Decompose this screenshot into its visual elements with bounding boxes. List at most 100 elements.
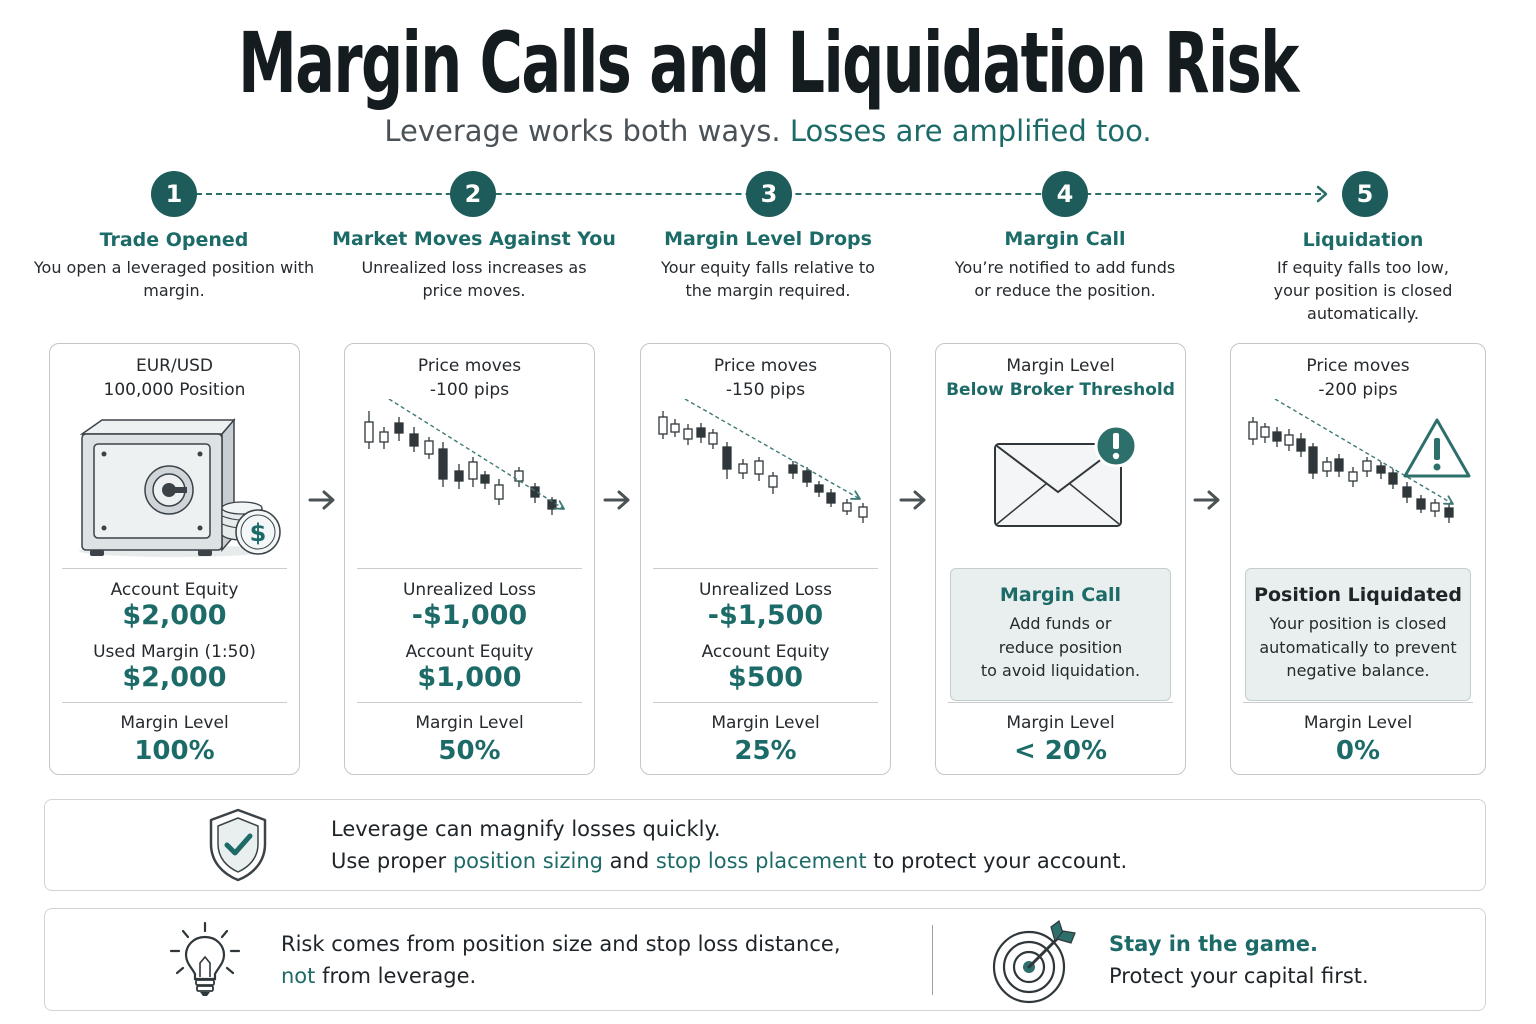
candle xyxy=(409,427,419,452)
shield-check-icon xyxy=(209,808,267,882)
vertical-divider xyxy=(932,925,933,995)
candle xyxy=(1444,504,1454,523)
step-title-5: Liquidation xyxy=(1302,229,1424,251)
candlestick-chart-icon xyxy=(658,399,868,523)
page-subtitle: Leverage works both ways. Losses are amp… xyxy=(0,114,1536,148)
card-value-margin-level: 25% xyxy=(734,736,797,766)
highlight-position-sizing: position sizing xyxy=(452,849,603,873)
candle xyxy=(1308,443,1318,479)
subtitle-part2: Losses are amplified too. xyxy=(789,114,1152,148)
candle xyxy=(754,457,764,481)
card-header-line2: Below Broker Threshold xyxy=(946,380,1175,400)
step-desc-4: You’re notified to add funds or reduce t… xyxy=(954,258,1176,300)
card-value-margin-level: 100% xyxy=(134,736,215,766)
protect-capital-text: Protect your capital first. xyxy=(1109,964,1369,988)
right-arrow-icon xyxy=(1193,490,1220,510)
card-header-line1: Margin Level xyxy=(1006,356,1115,376)
trend-line xyxy=(684,399,861,500)
notice-title: Margin Call xyxy=(999,584,1122,606)
right-arrow-icon xyxy=(308,490,335,510)
right-arrow-icon xyxy=(603,490,630,510)
candle xyxy=(1322,457,1332,477)
candle xyxy=(1430,499,1440,517)
candle xyxy=(738,459,748,479)
card-value-unrealized-loss: -$1,500 xyxy=(707,600,824,631)
candle xyxy=(788,461,798,479)
candle xyxy=(1334,454,1344,477)
right-arrow-icon xyxy=(899,490,926,510)
text-span: to protect your account. xyxy=(873,849,1128,873)
card-value-account-equity: $2,000 xyxy=(122,600,227,631)
highlight-stop-loss-placement: stop loss placement xyxy=(655,849,867,873)
card-divider xyxy=(653,702,878,703)
step-number-2: 2 xyxy=(450,171,496,217)
card-divider xyxy=(62,568,287,569)
card-label-margin-level: Margin Level xyxy=(711,713,820,733)
text-span: and xyxy=(609,849,650,873)
card-value-account-equity: $500 xyxy=(727,662,804,693)
candle xyxy=(468,457,478,487)
candle xyxy=(1362,457,1372,477)
step-number-4: 4 xyxy=(1042,171,1088,217)
candlestick-chart-icon xyxy=(1248,399,1454,523)
card-divider xyxy=(1243,702,1473,703)
step-desc-3: Your equity falls relative to the margin… xyxy=(661,258,875,300)
step-title-2: Market Moves Against You xyxy=(332,228,616,250)
candle xyxy=(394,417,404,441)
card-label-account-equity: Account Equity xyxy=(110,580,239,600)
card-header-line1: Price moves xyxy=(1306,356,1410,376)
candle xyxy=(1402,482,1412,503)
card-divider xyxy=(948,702,1173,703)
card-label-margin-level: Margin Level xyxy=(415,713,524,733)
candle xyxy=(696,423,706,443)
card-header-line2: -200 pips xyxy=(1318,380,1398,400)
warning-triangle-icon xyxy=(1403,418,1471,478)
card-divider xyxy=(653,568,878,569)
stay-in-game-text: Stay in the game. xyxy=(1109,932,1318,956)
page-title: Margin Calls and Liquidation Risk xyxy=(238,14,1299,112)
card-value-margin-level: 50% xyxy=(438,736,501,766)
risk-text-line-2: not from leverage. xyxy=(281,960,841,992)
subtitle-part1: Leverage works both ways. xyxy=(384,114,781,148)
safe-icon: $ xyxy=(79,417,281,557)
candle xyxy=(842,499,852,515)
trend-line xyxy=(388,399,565,510)
candle xyxy=(1376,462,1386,479)
notice-text-line: automatically to prevent xyxy=(1259,637,1457,657)
candle xyxy=(1416,495,1426,513)
card-divider xyxy=(357,702,582,703)
lightbulb-icon xyxy=(169,921,241,996)
card-value-margin-level: < 20% xyxy=(1013,736,1108,766)
candle xyxy=(480,471,490,489)
trend-arrow-head xyxy=(554,500,565,510)
step-number-3: 3 xyxy=(746,171,792,217)
candle xyxy=(424,437,434,459)
candle xyxy=(722,442,732,479)
candle xyxy=(438,442,448,487)
notice-title: Position Liquidated xyxy=(1254,584,1462,606)
step-title-4: Margin Call xyxy=(1004,228,1126,250)
candle xyxy=(530,483,540,503)
candle xyxy=(683,424,693,445)
text-span: from leverage. xyxy=(322,964,477,988)
candlestick-chart-icon xyxy=(364,399,565,515)
target-arrow-icon xyxy=(992,920,1076,1004)
candle xyxy=(514,467,524,487)
card-header-line2: 100,000 Position xyxy=(103,380,246,400)
notice-text-line: Your position is closed xyxy=(1269,614,1447,633)
candle xyxy=(1260,423,1270,443)
step-desc-5: If equity falls too low, your position i… xyxy=(1273,258,1453,323)
card-value-margin-level: 0% xyxy=(1335,736,1381,766)
card-divider xyxy=(62,702,287,703)
step-desc-1: You open a leveraged position with margi… xyxy=(33,258,315,300)
candle xyxy=(1388,469,1398,489)
step-title-1: Trade Opened xyxy=(99,229,249,251)
card-label-used-margin: Used Margin (1:50) xyxy=(93,642,256,662)
card-label-account-equity: Account Equity xyxy=(405,642,534,662)
notice-text-line: to avoid liquidation. xyxy=(980,661,1141,680)
notice-text-line: reduce position xyxy=(998,637,1123,657)
panel-line-2: Use proper position sizing and stop loss… xyxy=(331,845,1127,877)
flow-arrow-head-icon xyxy=(1316,185,1328,203)
panel-line-1: Leverage can magnify losses quickly. xyxy=(331,817,721,841)
card-market-moves: Price moves -100 pips Unrealized Loss -$… xyxy=(344,343,595,775)
